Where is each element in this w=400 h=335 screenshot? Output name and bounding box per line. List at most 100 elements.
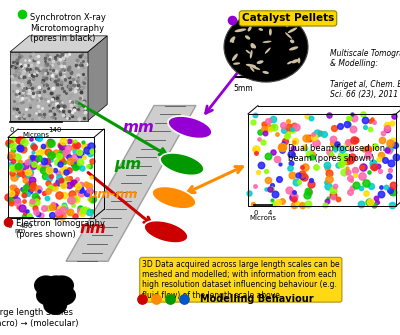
Point (8, 201, 15, 206)
Point (6, 154, 13, 159)
Ellipse shape (258, 28, 263, 31)
Point (77, 181, 84, 187)
Point (72, 213, 78, 218)
Point (324, 166, 330, 171)
Point (68, 70, 74, 75)
Point (44, 71, 50, 76)
Point (45, 149, 52, 154)
Point (290, 146, 296, 151)
Point (32, 193, 38, 199)
Point (44, 83, 50, 88)
Polygon shape (10, 52, 88, 121)
Point (256, 137, 262, 142)
Point (167, 296, 173, 302)
Point (20, 70, 27, 75)
Point (80, 58, 86, 63)
Point (44, 62, 50, 67)
Point (27, 58, 34, 64)
Point (35, 211, 42, 217)
Point (21, 115, 27, 120)
Point (34, 196, 40, 201)
Point (22, 184, 29, 189)
Point (57, 69, 63, 74)
Point (16, 55, 22, 60)
Point (11, 103, 18, 108)
Point (59, 157, 66, 162)
Point (34, 97, 40, 103)
Point (13, 189, 19, 194)
Point (252, 112, 258, 118)
Point (72, 79, 78, 84)
Point (70, 101, 77, 106)
Point (374, 200, 380, 205)
Point (24, 159, 30, 165)
Point (348, 156, 354, 162)
Text: Microns: Microns (250, 215, 276, 221)
Point (386, 173, 393, 178)
Point (325, 171, 332, 176)
Point (379, 137, 385, 143)
Ellipse shape (262, 41, 272, 43)
Point (49, 86, 55, 92)
Point (30, 76, 36, 81)
Point (14, 60, 21, 66)
Point (60, 112, 66, 118)
Point (86, 188, 93, 194)
Point (364, 147, 371, 152)
Point (46, 176, 53, 181)
Point (14, 57, 20, 63)
Point (31, 144, 37, 150)
Point (52, 116, 59, 121)
Point (78, 93, 84, 98)
Point (55, 209, 61, 214)
Point (47, 67, 54, 72)
Point (17, 159, 24, 165)
Point (55, 99, 61, 104)
Point (77, 205, 84, 210)
Point (64, 175, 70, 181)
Point (270, 124, 277, 130)
Point (82, 109, 88, 114)
Point (346, 157, 353, 162)
Point (34, 60, 41, 65)
Text: Microns: Microns (22, 132, 50, 138)
Point (62, 169, 68, 174)
Polygon shape (66, 106, 196, 261)
Point (13, 110, 19, 116)
Point (370, 202, 377, 207)
Point (73, 148, 80, 153)
Circle shape (44, 275, 68, 295)
Point (29, 200, 35, 206)
Point (16, 137, 22, 142)
Point (28, 68, 34, 74)
Point (290, 151, 296, 156)
Text: 0: 0 (254, 210, 258, 216)
Point (262, 130, 268, 136)
Point (81, 115, 87, 121)
Point (47, 110, 54, 115)
Point (338, 152, 344, 157)
Point (60, 63, 66, 68)
Point (76, 185, 83, 190)
Point (246, 191, 252, 196)
Point (265, 177, 271, 183)
Point (68, 82, 74, 87)
Point (267, 118, 274, 123)
Point (294, 200, 300, 206)
Point (13, 113, 19, 119)
Point (332, 147, 338, 153)
Point (308, 115, 314, 121)
Ellipse shape (234, 28, 246, 32)
Point (54, 98, 61, 103)
Point (52, 55, 59, 60)
Point (13, 91, 19, 97)
Point (367, 199, 374, 204)
Point (36, 156, 42, 161)
Point (23, 97, 29, 103)
Point (16, 116, 22, 121)
Point (57, 81, 64, 87)
Point (18, 98, 24, 104)
Point (66, 83, 72, 89)
Point (42, 71, 48, 76)
Point (71, 107, 77, 112)
